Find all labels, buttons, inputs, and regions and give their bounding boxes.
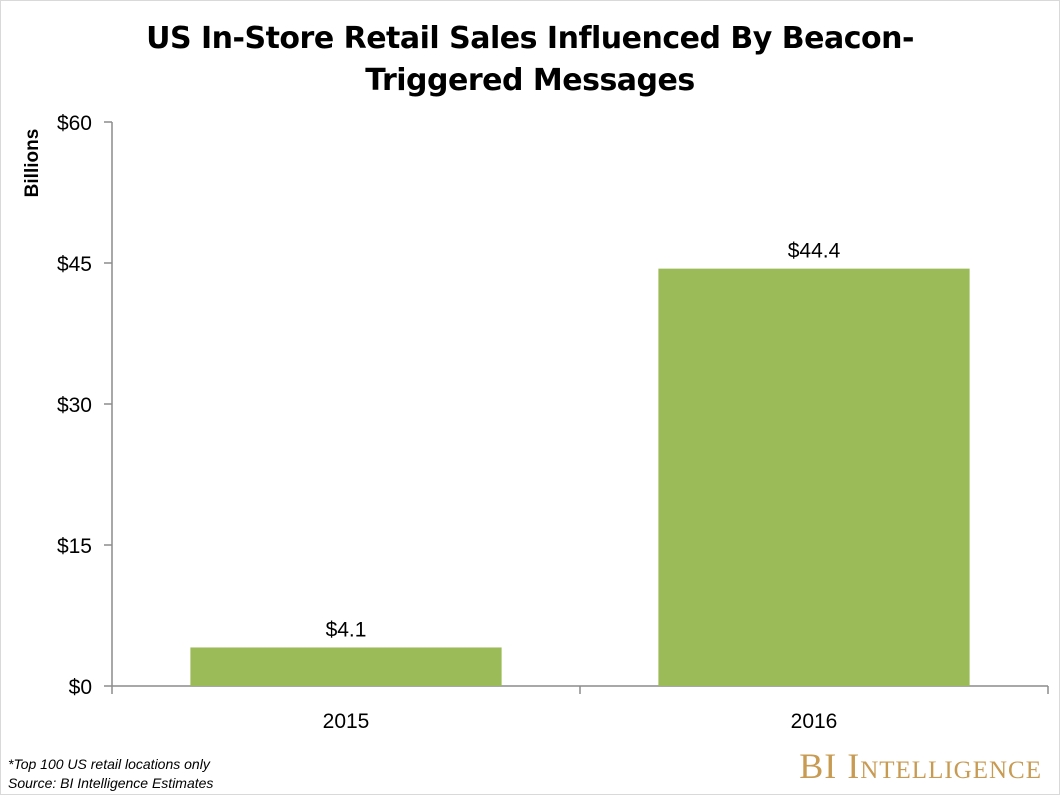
footnotes: *Top 100 US retail locations only Source… <box>8 755 213 793</box>
data-label-2015: $4.1 <box>326 618 367 641</box>
footnote-source: Source: BI Intelligence Estimates <box>8 775 214 791</box>
chart-title-line-2: Triggered Messages <box>365 63 695 98</box>
data-label-2016: $44.4 <box>788 240 841 263</box>
chart-title-line-1: US In-Store Retail Sales Influenced By B… <box>146 21 914 56</box>
bar-2015 <box>190 647 502 686</box>
y-tick-label: $30 <box>57 394 92 417</box>
brand-logo: BI Intelligence <box>799 746 1042 786</box>
labels: $4.1 2015 $44.4 2016 <box>323 240 841 733</box>
y-tick-label: $45 <box>57 253 92 276</box>
bars <box>190 268 970 686</box>
y-tick-label: $15 <box>57 535 92 558</box>
y-tick-label: $60 <box>57 112 92 135</box>
footnote-note: *Top 100 US retail locations only <box>8 756 210 772</box>
bar-2016 <box>658 268 970 686</box>
x-tick-label-2016: 2016 <box>791 710 838 733</box>
chart-title: US In-Store Retail Sales Influenced By B… <box>0 18 1060 102</box>
x-tick-label-2015: 2015 <box>323 710 370 733</box>
y-tick-label: $0 <box>69 676 92 699</box>
